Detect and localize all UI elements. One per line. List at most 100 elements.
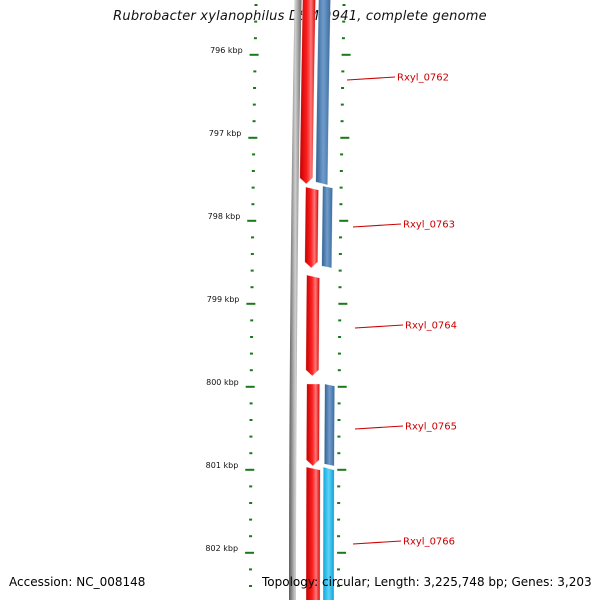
major-tick bbox=[340, 136, 350, 139]
minor-tick bbox=[251, 186, 255, 189]
backbone-ring bbox=[289, 0, 302, 600]
gene-leader-line bbox=[352, 223, 402, 228]
reverse-strand-track bbox=[315, 0, 336, 600]
gene-block-reverse bbox=[315, 0, 331, 186]
minor-tick bbox=[337, 402, 341, 405]
minor-tick bbox=[249, 435, 253, 438]
forward-strand-track bbox=[299, 0, 321, 600]
minor-tick bbox=[337, 585, 341, 587]
gene-label-rxyl-0764[interactable]: Rxyl_0764 bbox=[405, 321, 457, 332]
gene-label-rxyl-0762[interactable]: Rxyl_0762 bbox=[397, 73, 449, 84]
minor-tick bbox=[253, 87, 257, 89]
minor-tick bbox=[337, 485, 341, 488]
minor-tick bbox=[338, 286, 342, 289]
minor-tick bbox=[341, 37, 345, 40]
major-tick bbox=[341, 53, 351, 56]
gene-labels: Rxyl_0762 Rxyl_0763 Rxyl_0764 Rxyl_0765 Rxyl… bbox=[346, 73, 457, 548]
major-tick bbox=[245, 468, 255, 471]
kbp-label: 801 kbp bbox=[206, 461, 239, 470]
kbp-label: 798 kbp bbox=[208, 212, 241, 221]
minor-tick bbox=[337, 452, 341, 455]
minor-tick bbox=[249, 518, 253, 521]
minor-tick bbox=[250, 336, 254, 338]
minor-tick bbox=[338, 253, 342, 255]
gene-leader-line bbox=[354, 425, 404, 430]
gene-block-forward bbox=[304, 186, 319, 269]
minor-tick bbox=[338, 336, 342, 338]
minor-tick bbox=[339, 203, 343, 206]
minor-tick bbox=[249, 402, 253, 405]
kbp-label: 799 kbp bbox=[207, 295, 240, 304]
major-tick bbox=[245, 551, 255, 554]
minor-tick bbox=[251, 236, 255, 239]
gene-label-rxyl-0765[interactable]: Rxyl_0765 bbox=[405, 422, 457, 433]
kbp-label: 800 kbp bbox=[206, 378, 239, 387]
minor-tick bbox=[337, 419, 341, 421]
gene-block-forward bbox=[305, 466, 321, 600]
accession-text: Accession: NC_008148 bbox=[9, 575, 146, 589]
minor-tick bbox=[249, 419, 253, 421]
kbp-label: 796 kbp bbox=[210, 46, 243, 55]
minor-tick bbox=[251, 203, 255, 206]
minor-tick bbox=[337, 352, 341, 355]
gene-leader-line bbox=[354, 324, 404, 329]
major-tick bbox=[249, 53, 259, 56]
kbp-label: 797 kbp bbox=[209, 129, 242, 138]
minor-tick bbox=[340, 153, 344, 156]
minor-tick bbox=[339, 236, 343, 239]
minor-tick bbox=[340, 120, 344, 123]
scale-ticks: 796 kbp 797 kbp 798 kbp 799 kbp 800 kbp 801 k… bbox=[205, 4, 351, 587]
minor-tick bbox=[250, 319, 254, 322]
minor-tick bbox=[338, 269, 342, 272]
minor-tick bbox=[249, 452, 253, 455]
minor-tick bbox=[337, 435, 341, 438]
gene-block-reverse bbox=[321, 185, 333, 269]
kbp-label: 802 kbp bbox=[205, 544, 238, 553]
minor-tick bbox=[339, 186, 343, 189]
minor-tick bbox=[337, 518, 341, 521]
major-tick bbox=[247, 219, 257, 222]
minor-tick bbox=[251, 170, 255, 172]
topology-text: Topology: circular; Length: 3,225,748 bp… bbox=[262, 575, 592, 589]
genome-backbone bbox=[289, 0, 302, 600]
minor-tick bbox=[249, 585, 253, 587]
minor-tick bbox=[342, 4, 346, 6]
minor-tick bbox=[254, 4, 258, 6]
gene-block-reverse bbox=[323, 383, 336, 467]
minor-tick bbox=[252, 153, 256, 156]
major-tick bbox=[245, 385, 255, 388]
minor-tick bbox=[250, 286, 254, 289]
major-tick bbox=[246, 302, 256, 305]
minor-tick bbox=[252, 103, 256, 106]
minor-tick bbox=[249, 369, 253, 372]
minor-tick bbox=[250, 269, 254, 272]
minor-tick bbox=[341, 70, 345, 73]
major-tick bbox=[339, 219, 349, 222]
minor-tick bbox=[249, 352, 253, 355]
minor-tick bbox=[253, 37, 257, 40]
major-tick bbox=[338, 302, 348, 305]
minor-tick bbox=[337, 568, 341, 571]
gene-block-forward bbox=[306, 383, 321, 467]
minor-tick bbox=[249, 568, 253, 571]
minor-tick bbox=[340, 103, 344, 106]
minor-tick bbox=[253, 70, 257, 73]
minor-tick bbox=[254, 20, 258, 23]
minor-tick bbox=[337, 535, 341, 538]
gene-block-reverse bbox=[322, 466, 335, 600]
minor-tick bbox=[341, 87, 345, 89]
minor-tick bbox=[338, 319, 342, 322]
gene-label-rxyl-0766[interactable]: Rxyl_0766 bbox=[403, 537, 455, 548]
gene-leader-line bbox=[346, 76, 396, 81]
major-tick bbox=[337, 468, 347, 471]
minor-tick bbox=[337, 369, 341, 372]
minor-tick bbox=[337, 502, 341, 504]
gene-label-rxyl-0763[interactable]: Rxyl_0763 bbox=[403, 220, 455, 231]
gene-block-forward bbox=[299, 0, 316, 185]
gene-block-forward bbox=[305, 274, 320, 377]
minor-tick bbox=[250, 253, 254, 255]
minor-tick bbox=[252, 120, 256, 123]
gene-leader-line bbox=[352, 540, 402, 545]
